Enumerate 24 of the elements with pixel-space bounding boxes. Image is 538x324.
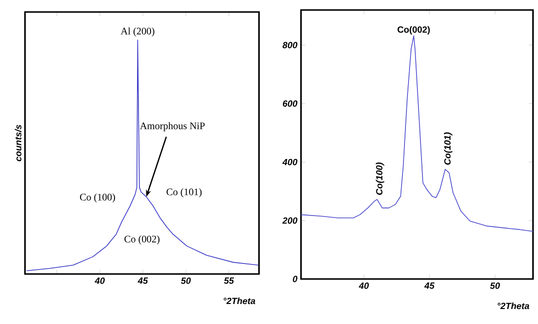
y-axis-title: counts/s — [14, 124, 22, 162]
x-tick-label: 45 — [424, 282, 435, 289]
annotation: Co (002) — [124, 235, 160, 244]
y-tick-label: 400 — [282, 158, 298, 166]
x-tick-label: 55 — [224, 278, 234, 284]
annotation: Amorphous NiP — [140, 122, 205, 132]
x-tick-label: 40 — [358, 282, 369, 289]
y-tick-label: 800 — [282, 42, 298, 48]
y-tick-label: 0 — [292, 276, 298, 282]
x-tick-label: 50 — [180, 278, 191, 284]
annotation: Co (101) — [166, 188, 202, 198]
annotation: Co (100) — [80, 193, 115, 203]
x-tick-label: 50 — [490, 282, 500, 289]
line-series — [300, 35, 534, 232]
x-axis-title: °2Theta — [498, 302, 530, 310]
annotation: Co(101) — [444, 132, 452, 165]
x-tick-label: 40 — [94, 278, 105, 284]
annotation: Co(100) — [376, 162, 384, 195]
x-axis-title: °2Theta — [224, 298, 256, 304]
y-tick-label: 600 — [282, 100, 298, 107]
annotation: Co(002) — [398, 26, 430, 35]
y-tick-label: 200 — [282, 217, 298, 224]
annotation: Al (200) — [120, 27, 154, 37]
x-tick-label: 45 — [138, 278, 148, 284]
